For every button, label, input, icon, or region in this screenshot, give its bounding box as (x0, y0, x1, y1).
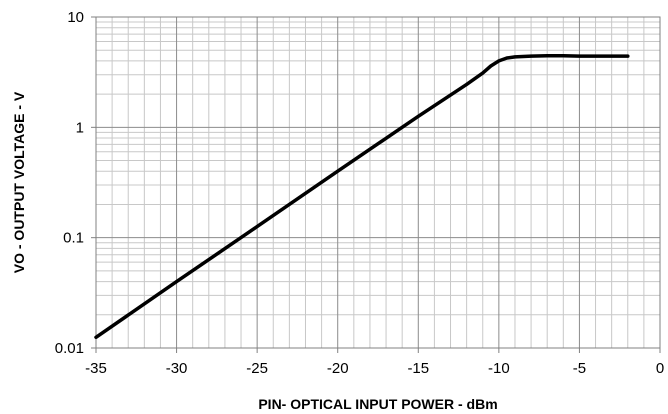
x-tick-label: 0 (656, 360, 664, 377)
x-tick-label: -5 (573, 360, 586, 377)
y-tick-label: 1 (76, 119, 84, 136)
y-tick-label: 10 (67, 9, 84, 26)
x-axis-tick-labels: -35 -30 -25 -20 -15 -10 -5 0 (85, 360, 664, 377)
x-tick-label: -25 (246, 360, 268, 377)
x-axis-title: PIN- OPTICAL INPUT POWER - dBm (258, 396, 497, 412)
plot-area-frame (95, 16, 661, 349)
minor-grid (96, 17, 660, 348)
y-axis-tick-labels: 0.01 0.1 1 10 (55, 9, 84, 357)
series-layer (94, 54, 630, 340)
x-tick-label: -30 (166, 360, 188, 377)
x-tick-label: -35 (85, 360, 107, 377)
y-axis-title: VO - OUTPUT VOLTAGE - V (11, 91, 27, 273)
x-tick-label: -20 (327, 360, 349, 377)
output-voltage-curve (94, 54, 630, 340)
x-tick-label: -10 (488, 360, 510, 377)
y-tick-label: 0.1 (63, 230, 84, 247)
x-tick-label: -15 (407, 360, 429, 377)
y-tick-label: 0.01 (55, 340, 84, 357)
